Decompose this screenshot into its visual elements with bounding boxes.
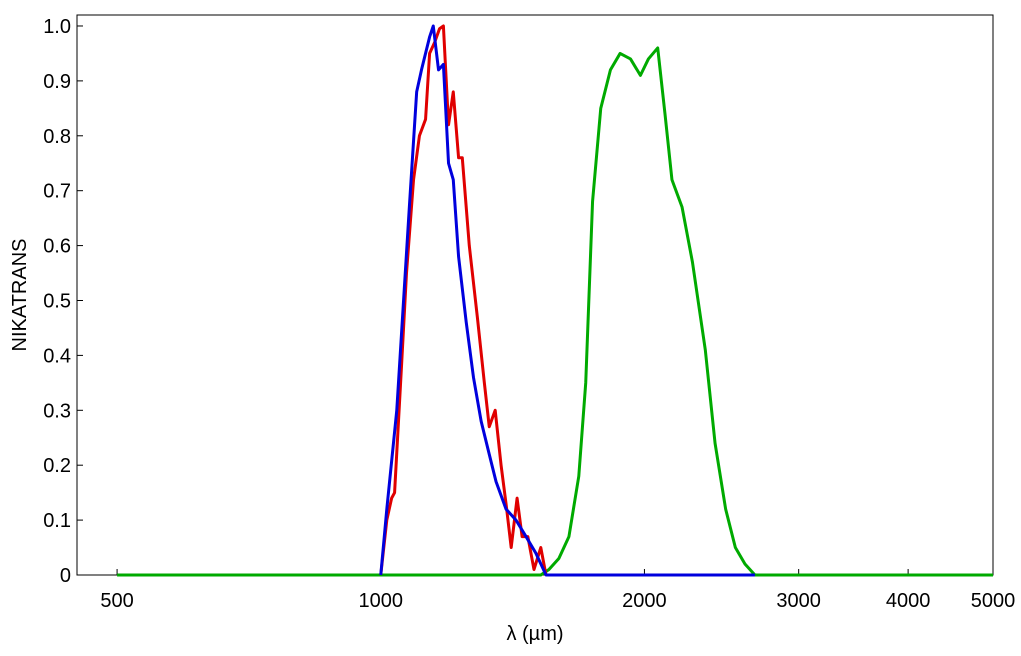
x-tick-label: 1000 [359, 590, 404, 612]
y-tick-label: 0.6 [43, 236, 71, 258]
y-tick-label: 0.2 [43, 455, 71, 477]
y-tick-label: 0.5 [43, 290, 71, 312]
y-tick-label: 0.8 [43, 126, 71, 148]
x-tick-label: 3000 [776, 590, 821, 612]
series-line [379, 24, 755, 577]
y-tick-label: 0.7 [43, 181, 71, 203]
plot-frame [76, 14, 994, 576]
x-tick-label: 2000 [622, 590, 667, 612]
y-tick-label: 0.1 [43, 510, 71, 532]
x-tick-label: 5000 [971, 590, 1016, 612]
y-tick-label: 0.3 [43, 400, 71, 422]
x-tick-label: 500 [100, 590, 133, 612]
y-tick-label: 0.4 [43, 345, 71, 367]
x-tick-label: 4000 [886, 590, 931, 612]
series-line [117, 46, 993, 577]
y-tick-label: 0 [60, 565, 71, 587]
y-tick-label: 0.9 [43, 71, 71, 93]
x-axis-label: λ (µm) [506, 623, 563, 645]
y-axis-label: NIKATRANS [9, 239, 31, 352]
y-tick-label: 1.0 [43, 16, 71, 38]
